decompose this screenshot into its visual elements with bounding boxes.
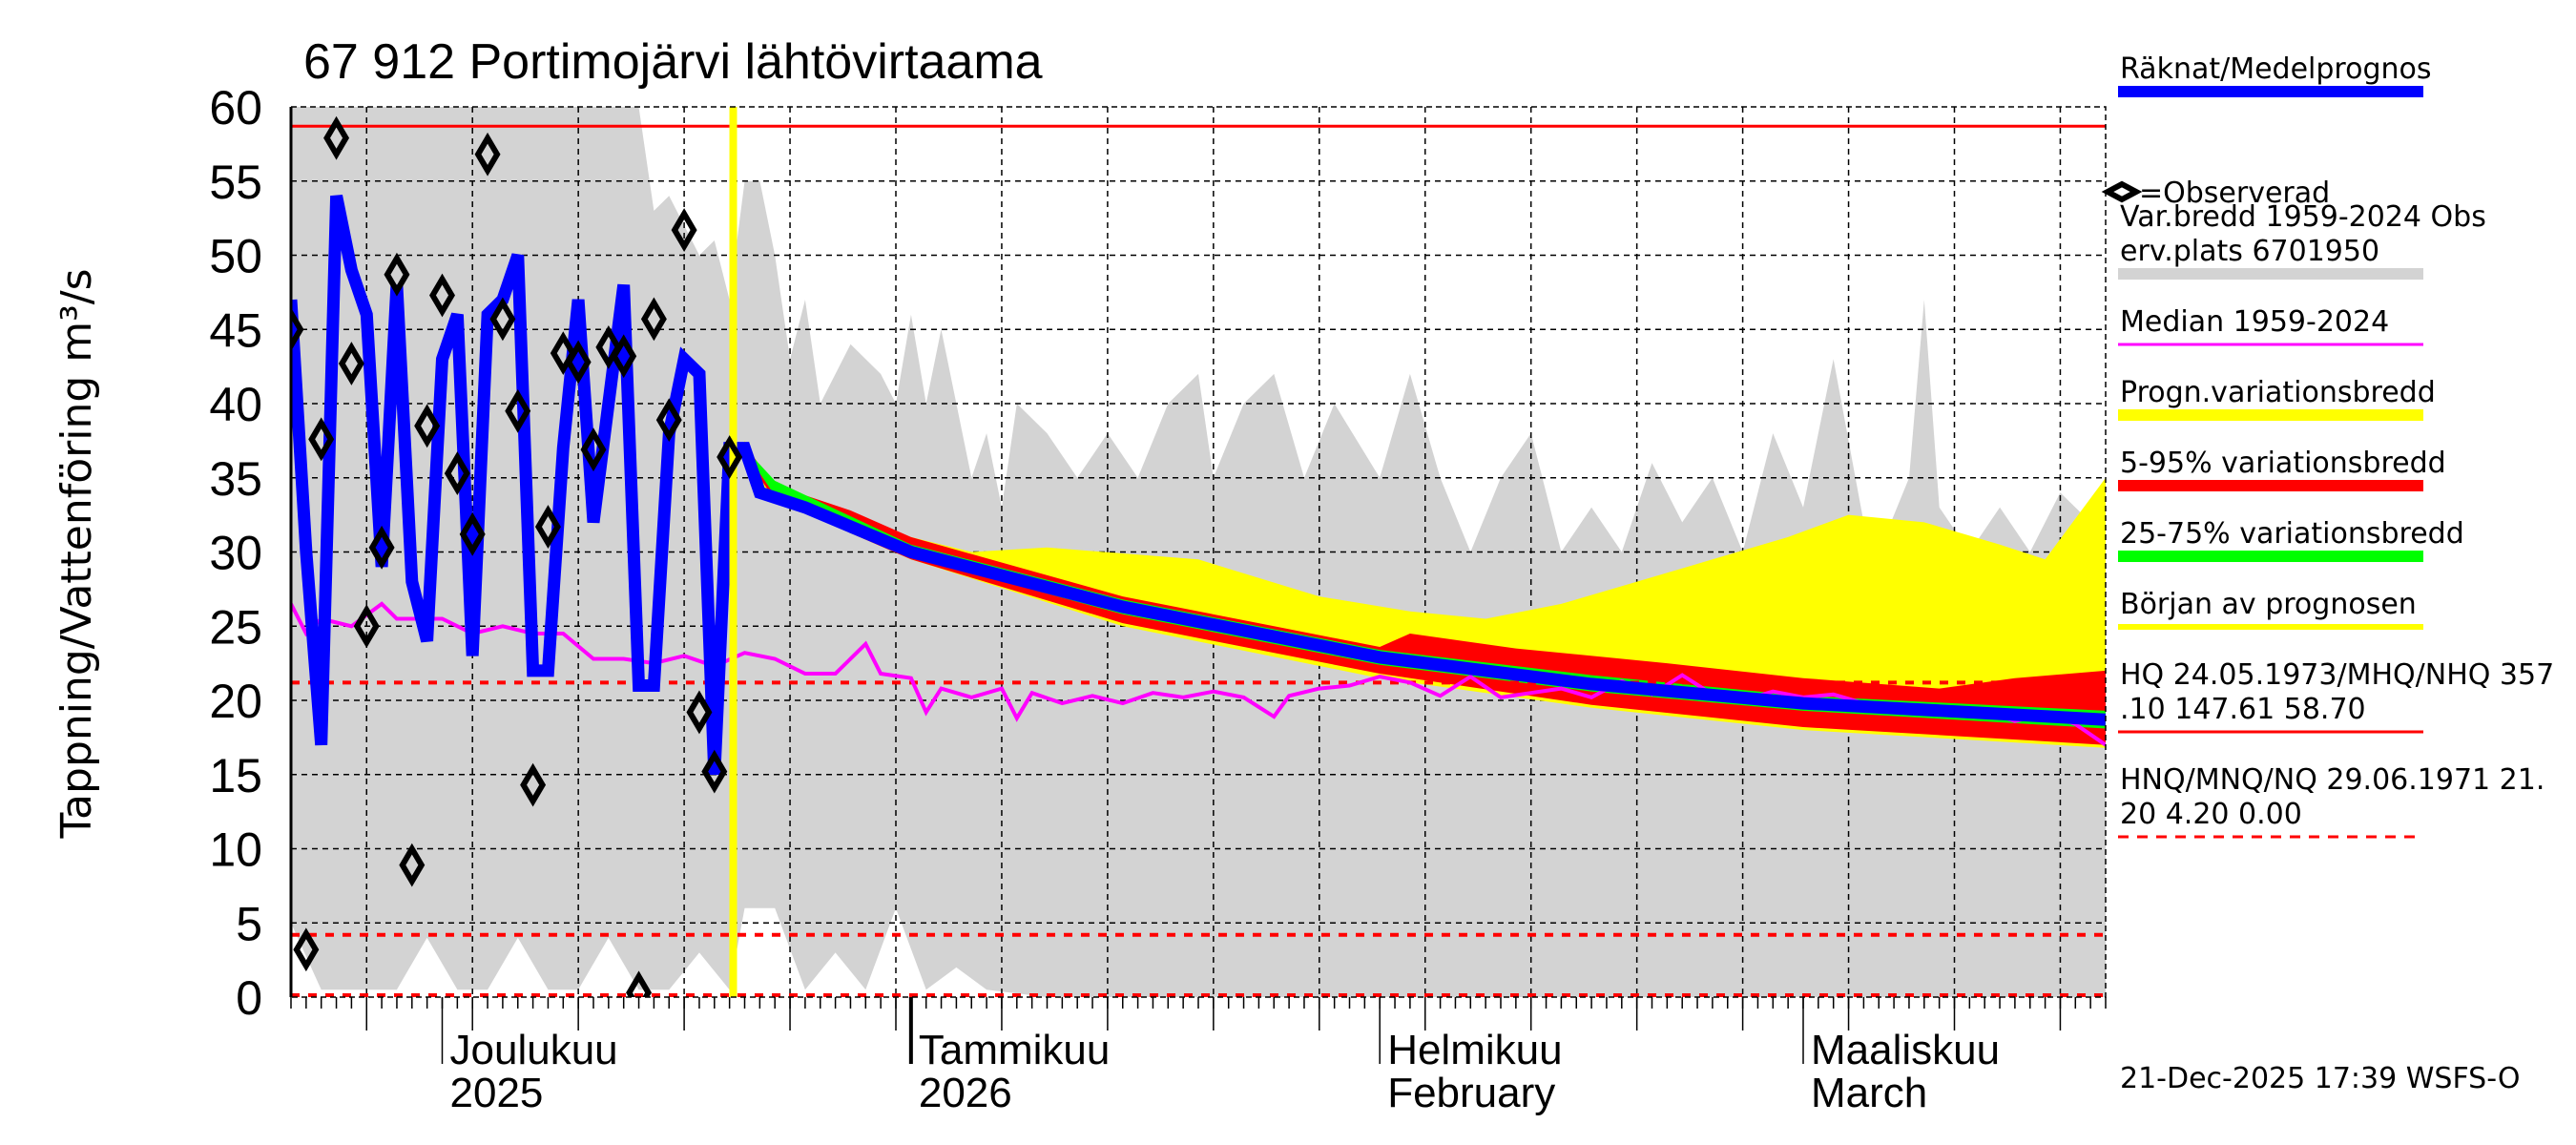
y-tick-label: 25 bbox=[209, 600, 262, 654]
observed-point bbox=[626, 970, 653, 997]
observed-point bbox=[414, 404, 441, 448]
observed-point bbox=[308, 417, 335, 462]
y-tick-label: 55 bbox=[209, 156, 262, 209]
x-tick-month: Maaliskuu bbox=[1811, 1027, 2000, 1073]
legend-observed-icon bbox=[2101, 180, 2143, 203]
legend-label: Progn.variationsbredd bbox=[2120, 376, 2436, 409]
observed-point bbox=[353, 604, 380, 649]
y-tick-label: 30 bbox=[209, 527, 262, 580]
legend-label: 20 4.20 0.00 bbox=[2120, 798, 2302, 831]
y-tick-label: 15 bbox=[209, 749, 262, 802]
legend-label: HQ 24.05.1973/MHQ/NHQ 357 bbox=[2120, 658, 2554, 692]
legend-label: Median 1959-2024 bbox=[2120, 305, 2389, 339]
observed-point bbox=[323, 115, 350, 160]
observed-point bbox=[293, 927, 320, 972]
x-tick-year: 2026 bbox=[919, 1070, 1012, 1116]
legend-label: erv.plats 6701950 bbox=[2120, 235, 2379, 268]
legend-label: =Observerad bbox=[2139, 177, 2330, 210]
legend-label: Räknat/Medelprognos bbox=[2120, 52, 2432, 86]
y-axis-label: Tappning/Vattenföring m³/s bbox=[52, 268, 101, 839]
simulated-line bbox=[291, 195, 2106, 776]
x-tick-year: February bbox=[1387, 1070, 1555, 1116]
y-tick-label: 10 bbox=[209, 823, 262, 877]
y-tick-label: 45 bbox=[209, 303, 262, 357]
x-tick-month: Tammikuu bbox=[919, 1027, 1111, 1073]
observed-point bbox=[399, 843, 426, 887]
x-tick-year: March bbox=[1811, 1070, 1927, 1116]
observed-point bbox=[489, 297, 516, 342]
legend: Räknat/Medelprognos =ObserveradVar.bredd … bbox=[2101, 52, 2554, 839]
observed-point bbox=[534, 505, 561, 549]
legend-label: Var.bredd 1959-2024 Obs bbox=[2120, 200, 2486, 234]
y-tick-label: 0 bbox=[236, 971, 262, 1025]
chart-title: 67 912 Portimojärvi lähtövirtaama bbox=[303, 34, 1043, 90]
y-tick-label: 50 bbox=[209, 230, 262, 283]
observed-point bbox=[686, 690, 713, 735]
y-tick-label: 5 bbox=[236, 897, 262, 950]
observed-point bbox=[655, 398, 682, 443]
legend-label: .10 147.61 58.70 bbox=[2120, 693, 2366, 726]
footer-timestamp: 21-Dec-2025 17:39 WSFS-O bbox=[2120, 1062, 2521, 1095]
x-tick-month: Joulukuu bbox=[450, 1027, 618, 1073]
legend-label: 5-95% variationsbredd bbox=[2120, 447, 2446, 480]
y-tick-label: 35 bbox=[209, 452, 262, 506]
legend-label: Början av prognosen bbox=[2120, 588, 2417, 621]
axes: 051015202530354045505560Joulukuu2025Tamm… bbox=[209, 81, 2107, 1116]
plot-area bbox=[291, 107, 2106, 997]
forecast-range-band bbox=[744, 440, 2106, 748]
observed-point bbox=[701, 749, 728, 794]
observed-point bbox=[368, 525, 395, 570]
legend-label: 25-75% variationsbredd bbox=[2120, 517, 2464, 551]
observed-point bbox=[565, 340, 592, 385]
x-tick-month: Helmikuu bbox=[1387, 1027, 1562, 1073]
observed-point bbox=[429, 273, 455, 318]
observed-point bbox=[611, 334, 637, 379]
observed-point bbox=[474, 132, 501, 177]
observed-point bbox=[384, 252, 410, 297]
y-tick-label: 20 bbox=[209, 675, 262, 728]
legend-label: HNQ/MNQ/NQ 29.06.1971 21. bbox=[2120, 763, 2545, 797]
observed-point bbox=[717, 435, 743, 479]
observed-point bbox=[580, 427, 607, 472]
median-line bbox=[291, 601, 2106, 747]
observed-point bbox=[520, 762, 547, 807]
observed-point bbox=[444, 451, 470, 496]
observed-point bbox=[459, 511, 486, 556]
observed-point bbox=[291, 307, 304, 352]
observed-point bbox=[505, 388, 531, 433]
y-tick-label: 60 bbox=[209, 81, 262, 135]
y-tick-label: 40 bbox=[209, 378, 262, 431]
observed-point bbox=[640, 297, 667, 342]
observed-point bbox=[338, 342, 364, 385]
observed-point bbox=[671, 208, 697, 252]
x-tick-year: 2025 bbox=[450, 1070, 544, 1116]
